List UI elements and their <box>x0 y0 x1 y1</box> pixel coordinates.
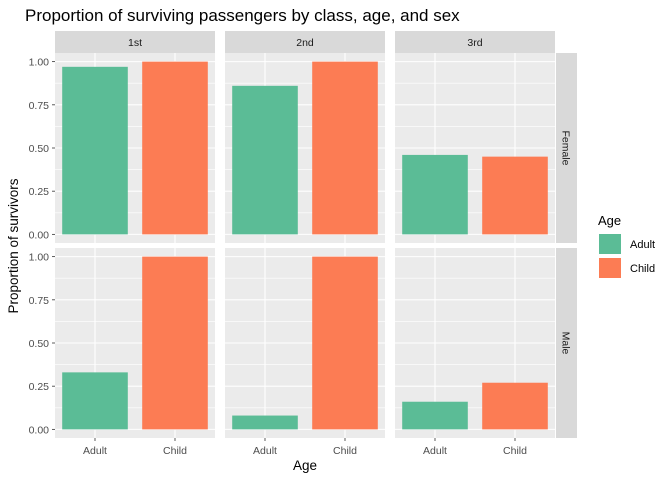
facet-strip-1st <box>55 31 215 53</box>
chart-title: Proportion of surviving passengers by cl… <box>25 6 460 25</box>
facet-column-label: 1st <box>128 37 142 49</box>
y-tick-label: 1.00 <box>29 252 50 264</box>
bar-1st-Male-adult <box>62 372 128 430</box>
bar-3rd-Female-adult <box>402 154 468 235</box>
facet-strip-Male <box>556 248 577 438</box>
facet-strip-2nd <box>225 31 385 53</box>
y-tick-label: 0.75 <box>29 100 50 112</box>
legend-label-child: Child <box>630 263 655 275</box>
legend-label-adult: Adult <box>630 239 655 251</box>
bar-2nd-Male-adult <box>232 415 298 430</box>
y-tick-label: 0.50 <box>29 143 50 155</box>
y-tick-label: 0.00 <box>29 424 50 436</box>
facet-row-label: Male <box>560 332 572 355</box>
x-tick-label: Adult <box>83 445 107 457</box>
legend-key-child <box>599 258 621 278</box>
y-axis-title: Proportion of survivors <box>6 178 21 313</box>
x-axis-title: Age <box>293 458 317 473</box>
facet-strip-Female <box>556 53 577 243</box>
y-tick-label: 0.25 <box>29 381 50 393</box>
y-tick-label: 0.00 <box>29 229 50 241</box>
facet-column-label: 3rd <box>467 37 482 49</box>
bar-2nd-Female-adult <box>232 85 298 235</box>
bar-2nd-Female-child <box>312 61 378 235</box>
bar-1st-Female-child <box>142 61 208 235</box>
y-tick-label: 0.50 <box>29 338 50 350</box>
legend: Age Adult Child <box>598 213 655 278</box>
facet-row-label: Female <box>560 130 572 165</box>
bar-1st-Male-child <box>142 256 208 430</box>
y-tick-label: 0.25 <box>29 186 50 198</box>
legend-title: Age <box>598 213 621 228</box>
y-tick-label: 1.00 <box>29 57 50 69</box>
facet-strip-3rd <box>395 31 555 53</box>
x-tick-label: Child <box>503 445 527 457</box>
facet-column-label: 2nd <box>296 37 314 49</box>
x-tick-label: Child <box>163 445 187 457</box>
bar-3rd-Female-child <box>482 156 548 235</box>
bar-3rd-Male-adult <box>402 401 468 430</box>
x-tick-label: Adult <box>423 445 447 457</box>
bar-2nd-Male-child <box>312 256 378 430</box>
bar-3rd-Male-child <box>482 382 548 430</box>
bar-1st-Female-adult <box>62 66 128 235</box>
y-tick-label: 0.75 <box>29 295 50 307</box>
legend-key-adult <box>599 234 621 254</box>
x-tick-label: Child <box>333 445 357 457</box>
x-tick-label: Adult <box>253 445 277 457</box>
panels-layer: 1st 2nd 3rd Female Male 0.00 0.25 0.50 0.75 1.00 0… <box>29 31 577 457</box>
